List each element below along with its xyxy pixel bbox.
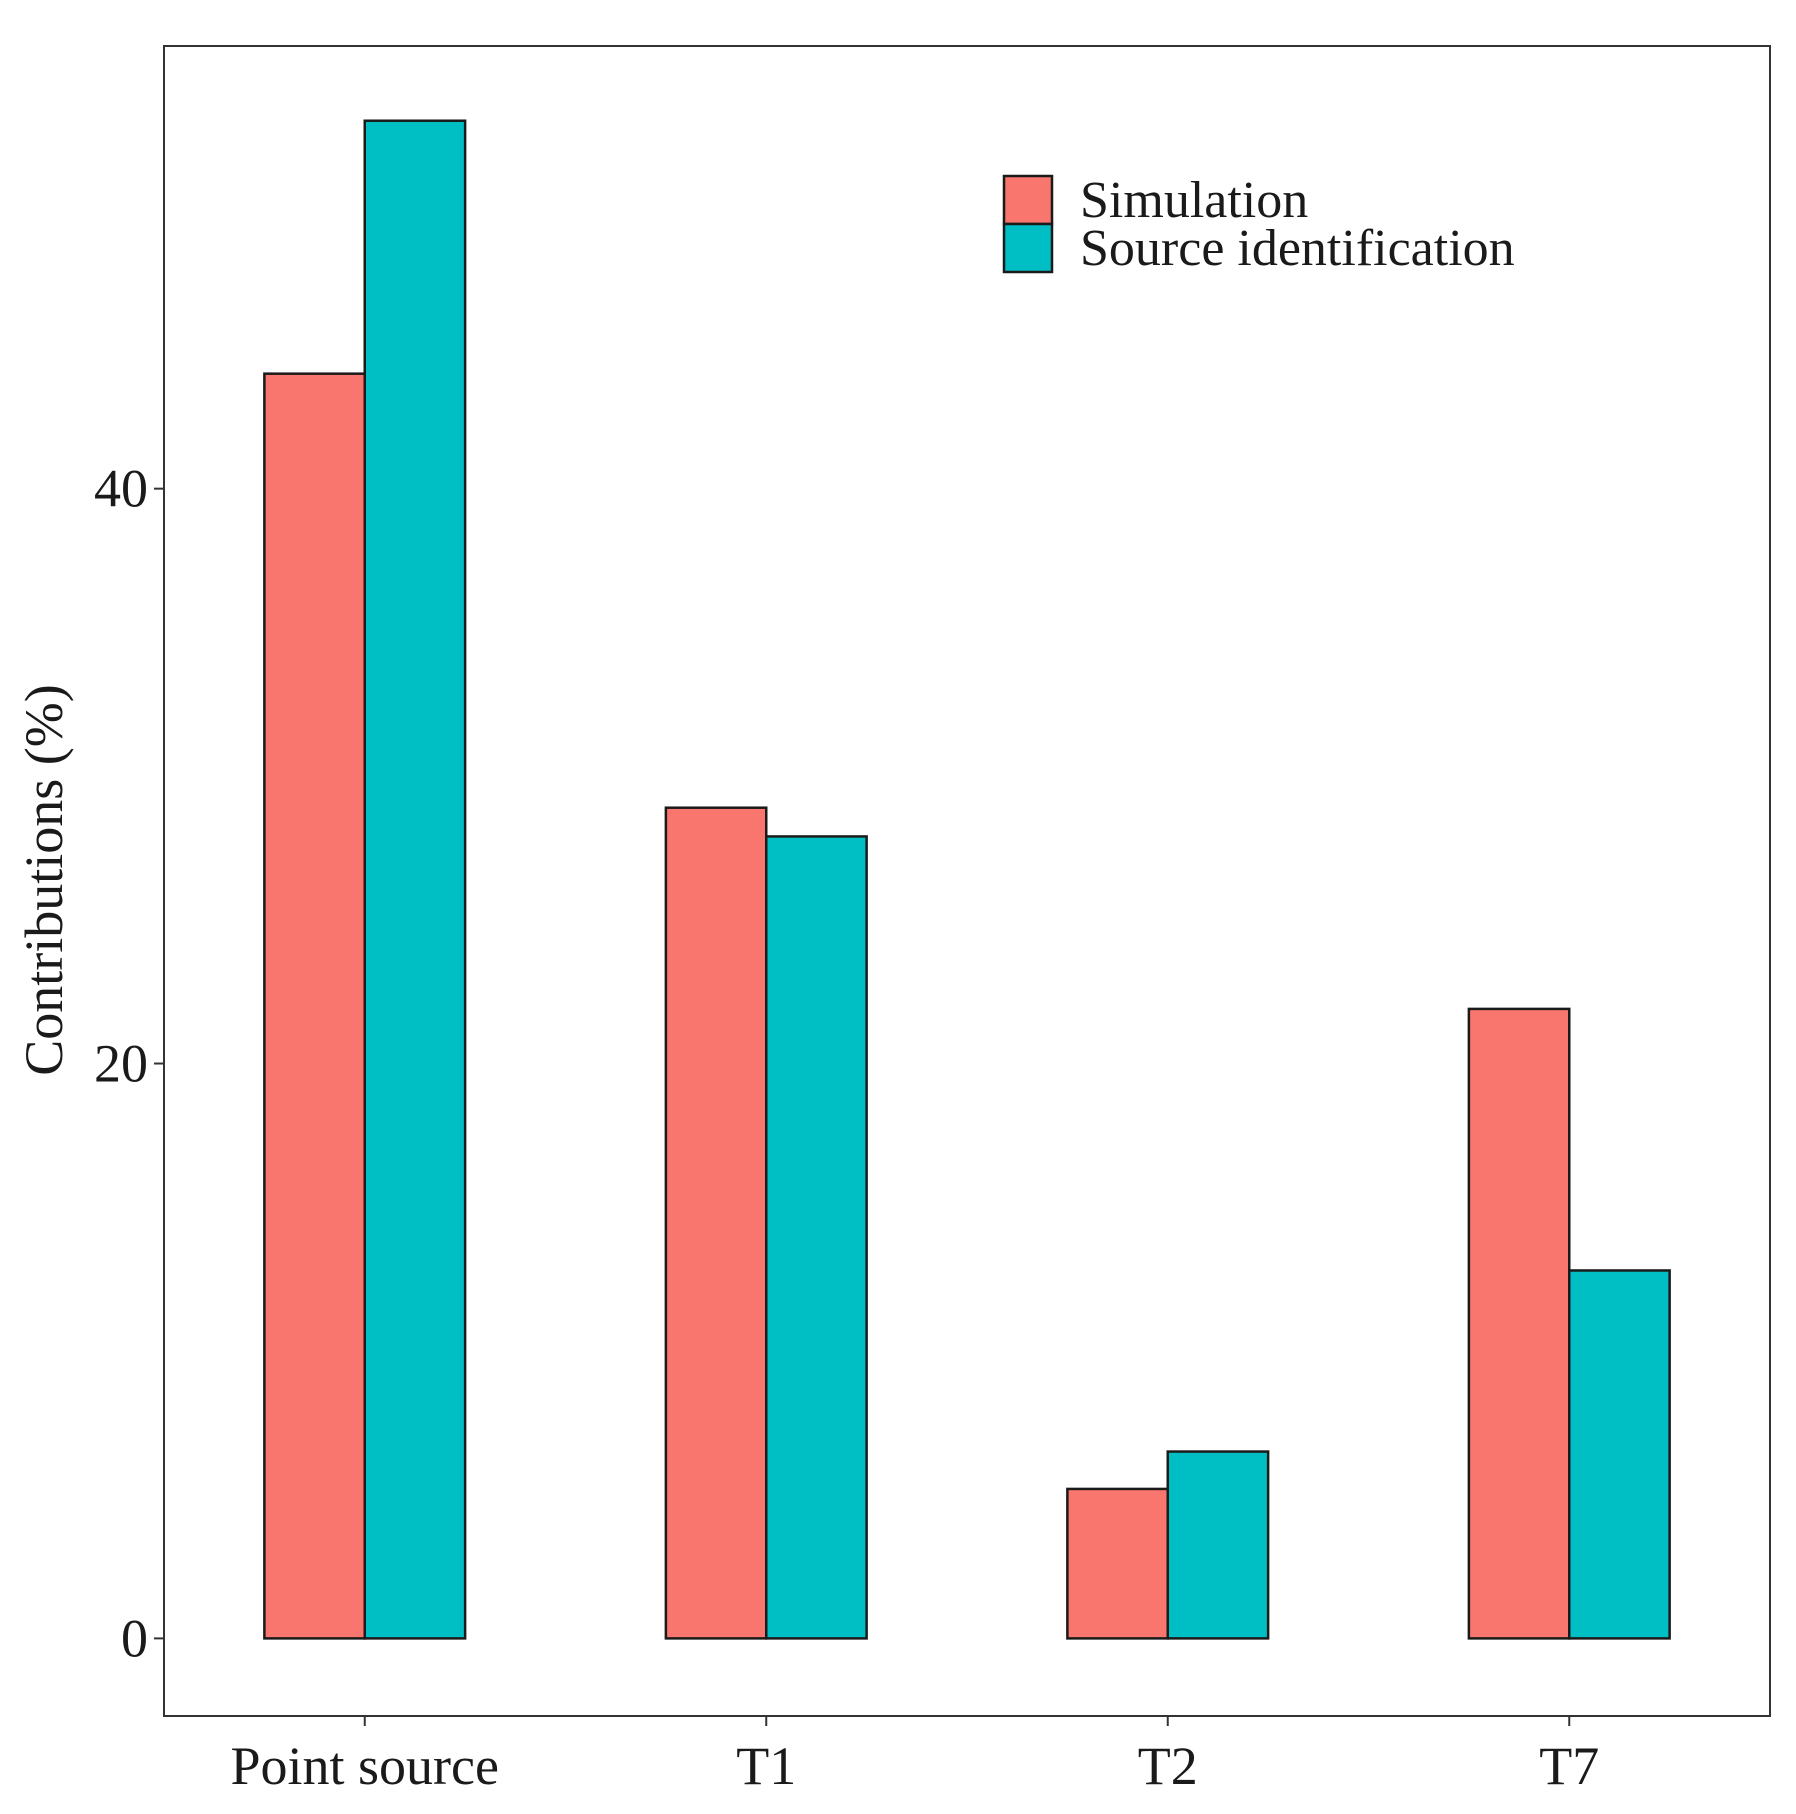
bar-t7-simulation — [1467, 1007, 1571, 1640]
bar-t1-simulation — [664, 806, 768, 1640]
bar-t1-source-identification — [765, 835, 868, 1640]
x-tick-label: T2 — [1138, 1736, 1198, 1796]
bar-point-source-source-identification — [363, 119, 467, 1640]
x-axis-ticks: Point source T1 T2 T7 — [231, 1716, 1599, 1796]
legend-label: Simulation — [1080, 172, 1308, 229]
y-tick-label: 20 — [94, 1034, 148, 1094]
y-tick-label: 0 — [121, 1608, 148, 1668]
legend-label: Source identification — [1080, 220, 1515, 277]
bar-t2-source-identification — [1166, 1450, 1270, 1640]
bars — [263, 119, 1671, 1640]
x-tick-label: T1 — [736, 1736, 796, 1796]
x-tick-label: Point source — [231, 1736, 499, 1796]
bar-point-source-simulation — [263, 372, 366, 1640]
bar-t2-simulation — [1066, 1487, 1169, 1640]
x-tick-label: T7 — [1539, 1736, 1599, 1796]
legend-swatch — [1002, 222, 1054, 274]
legend-swatch — [1002, 174, 1054, 226]
y-tick-label: 40 — [94, 459, 148, 519]
y-axis-ticks: 0 20 40 — [94, 459, 164, 1668]
y-axis-title: Contributions (%) — [14, 684, 74, 1075]
bar-t7-source-identification — [1568, 1269, 1671, 1640]
